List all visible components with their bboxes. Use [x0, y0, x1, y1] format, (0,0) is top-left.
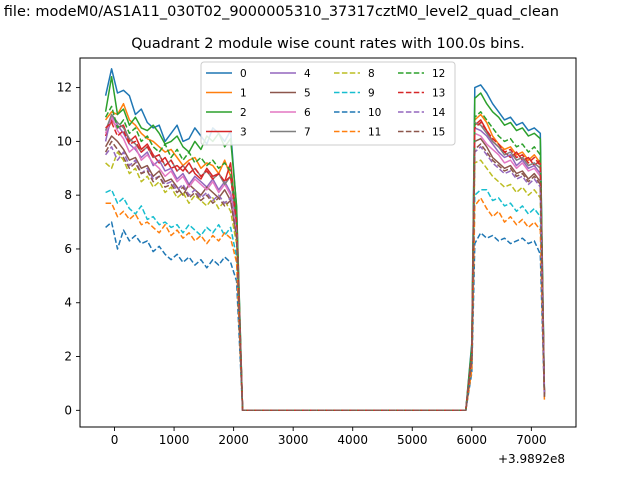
- y-tick-label: 10: [57, 134, 72, 148]
- y-tick-label: 2: [64, 350, 72, 364]
- legend-label-10: 10: [368, 107, 381, 119]
- y-tick-label: 0: [64, 403, 72, 417]
- series-line-9: [105, 189, 546, 412]
- chart-title: Quadrant 2 module wise count rates with …: [131, 36, 525, 52]
- series-line-12: [104, 105, 546, 412]
- legend-label-2: 2: [240, 107, 247, 119]
- legend-label-3: 3: [240, 127, 247, 139]
- series-line-1: [104, 102, 546, 412]
- legend-label-11: 11: [368, 127, 381, 139]
- legend-label-9: 9: [368, 88, 375, 100]
- legend-label-15: 15: [432, 127, 445, 139]
- x-tick-label: 3000: [278, 433, 309, 447]
- series-line-6: [104, 116, 546, 412]
- legend-label-7: 7: [304, 127, 311, 139]
- y-tick-label: 4: [64, 296, 72, 310]
- series-line-8: [105, 151, 546, 412]
- legend-label-1: 1: [240, 88, 247, 100]
- legend-label-6: 6: [304, 107, 311, 119]
- x-tick-label: 4000: [337, 433, 368, 447]
- x-tick-label: 5000: [397, 433, 428, 447]
- legend-label-5: 5: [304, 88, 311, 100]
- series-line-13: [105, 121, 546, 412]
- legend-label-4: 4: [304, 68, 311, 80]
- y-tick-label: 8: [64, 188, 72, 202]
- series-line-5: [104, 135, 546, 412]
- figure-suptitle: n file: modeM0/AS1A11_030T02_9000005310_…: [0, 4, 559, 20]
- legend-box: [200, 61, 456, 146]
- y-axis-ticks: 0 2 4 6 8 10 12: [57, 81, 80, 417]
- series-line-10: [105, 221, 546, 412]
- y-tick-label: 12: [57, 81, 72, 95]
- legend-label-0: 0: [240, 68, 247, 80]
- y-tick-label: 6: [64, 242, 72, 256]
- x-tick-label: 0: [111, 433, 119, 447]
- x-tick-label: 7000: [516, 433, 547, 447]
- series-line-14: [105, 146, 546, 412]
- legend-label-14: 14: [432, 107, 446, 119]
- series-line-4: [104, 113, 546, 412]
- x-axis-ticks: 0 1000 2000 3000 4000 5000 6000 7000: [111, 427, 547, 447]
- x-tick-label: 2000: [218, 433, 249, 447]
- x-tick-label: 6000: [457, 433, 488, 447]
- legend-label-13: 13: [432, 88, 445, 100]
- x-axis-offset-label: +3.9892e8: [498, 452, 566, 466]
- legend-label-12: 12: [432, 68, 445, 80]
- x-tick-label: 1000: [159, 433, 190, 447]
- series-line-15: [104, 140, 546, 412]
- legend-label-8: 8: [368, 68, 375, 80]
